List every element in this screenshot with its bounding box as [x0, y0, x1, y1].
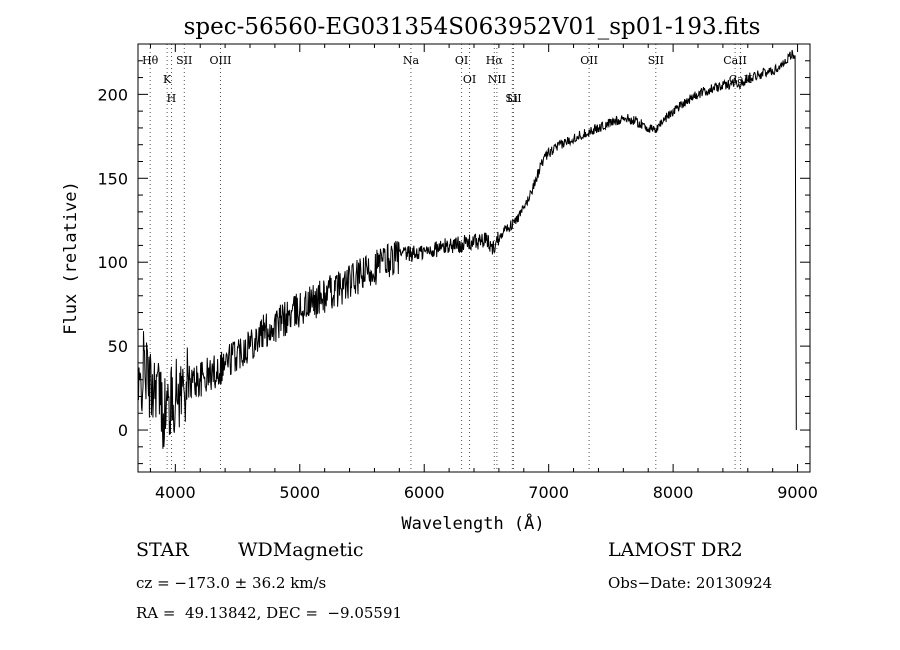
y-axis-label: Flux (relative) [61, 181, 81, 335]
survey-name: LAMOST DR2 [608, 539, 743, 561]
x-axis-label: Wavelength (Å) [401, 512, 544, 534]
x-tick-label: 4000 [155, 483, 196, 502]
line-mark-label: H [167, 92, 177, 105]
line-mark-label: OIII [209, 54, 231, 67]
line-mark-label: OI [455, 54, 468, 67]
y-tick-label: 0 [118, 421, 128, 440]
y-tick-label: 50 [108, 337, 128, 356]
ra-dec-readout: RA = 49.13842, DEC = −9.05591 [136, 604, 403, 622]
x-tick-label: 8000 [653, 483, 694, 502]
line-mark-label: K [163, 73, 172, 86]
line-mark-label: Na [403, 54, 420, 67]
line-mark-label: Hα [486, 54, 504, 67]
y-tick-label: 100 [97, 253, 128, 272]
axes-layer: 4000 5000 6000 7000 8000 9000 0 50 100 150 200 [97, 44, 818, 502]
spectrum-line [137, 49, 797, 449]
line-mark-label: Hθ [142, 54, 159, 67]
line-mark-label: OI [463, 73, 476, 86]
object-class: STAR [136, 539, 189, 561]
object-subclass: WDMagnetic [238, 539, 364, 561]
x-tick-label: 9000 [777, 483, 818, 502]
y-tick-label: 150 [97, 169, 128, 188]
line-mark-label: SII [648, 54, 664, 67]
line-mark-label: OII [580, 54, 598, 67]
line-mark-label: Li [507, 92, 518, 105]
chart-title: spec-56560-EG031354S063952V01_sp01-193.f… [184, 14, 761, 40]
line-mark-label: SII [505, 92, 521, 105]
y-tick-label: 200 [97, 85, 128, 104]
x-tick-label: 7000 [528, 483, 569, 502]
line-mark-label: CaII [723, 54, 747, 67]
line-mark-label: NII [488, 73, 506, 86]
redshift-readout: cz = −173.0 ± 36.2 km/s [136, 574, 327, 592]
plot-frame [137, 43, 811, 473]
x-tick-label: 6000 [404, 483, 445, 502]
obs-date: Obs−Date: 20130924 [608, 574, 773, 592]
line-mark-label: SII [176, 54, 192, 67]
x-tick-label: 5000 [279, 483, 320, 502]
